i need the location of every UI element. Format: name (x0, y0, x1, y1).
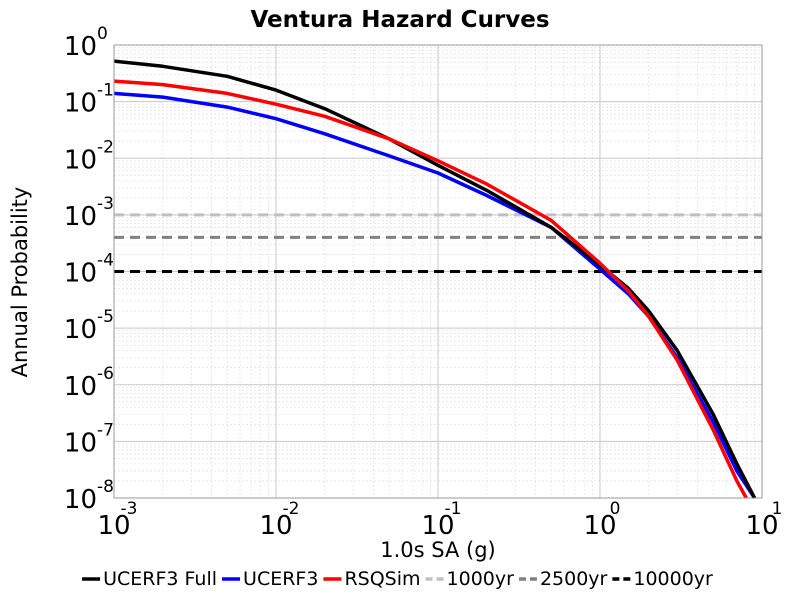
y-tick-label: 10 (64, 32, 97, 62)
x-tick-label: 10 (745, 511, 778, 541)
series-line-ucerf3 (113, 91, 757, 499)
x-tick-label: 10 (421, 511, 454, 541)
y-tick-label: 10 (64, 315, 97, 345)
x-tick-label: 10 (583, 511, 616, 541)
legend-label: RSQSim (344, 568, 420, 590)
y-tick-exponent: -8 (97, 477, 114, 497)
x-tick-exponent: -3 (121, 499, 138, 519)
series-layer (113, 59, 762, 499)
y-axis-label: Annual Probability (8, 187, 32, 378)
legend-label: UCERF3 (243, 568, 318, 590)
y-tick-label: 10 (64, 485, 97, 515)
y-tick-label: 10 (64, 259, 97, 289)
x-tick-exponent: -2 (283, 499, 300, 519)
legend-label: UCERF3 Full (103, 568, 217, 590)
y-tick-exponent: -3 (97, 194, 114, 214)
y-tick-label: 10 (64, 202, 97, 232)
x-tick-label: 10 (97, 511, 130, 541)
y-tick-exponent: -5 (97, 307, 114, 327)
chart-title: Ventura Hazard Curves (250, 7, 549, 33)
x-tick-exponent: 0 (610, 499, 621, 519)
plot-frame (113, 44, 763, 499)
x-tick-exponent: -1 (445, 499, 462, 519)
legend: UCERF3 Full UCERF3 RSQSim 1000yr 2500yr 10000… (82, 568, 713, 590)
legend-label: 1000yr (447, 568, 515, 590)
legend-label: 10000yr (633, 568, 713, 590)
y-tick-exponent: -7 (97, 420, 114, 440)
y-tick-label: 10 (64, 145, 97, 175)
y-tick-exponent: 0 (97, 24, 108, 44)
y-tick-exponent: -6 (97, 364, 114, 384)
x-tick-label: 10 (259, 511, 292, 541)
y-tick-exponent: -2 (97, 137, 114, 157)
legend-label: 2500yr (540, 568, 608, 590)
x-tick-exponent: 1 (772, 499, 783, 519)
y-tick-label: 10 (64, 428, 97, 458)
series-line-ucerf3-full (113, 59, 757, 499)
y-tick-label: 10 (64, 89, 97, 119)
y-tick-label: 10 (64, 372, 97, 402)
x-axis-label: 1.0s SA (g) (380, 538, 496, 562)
y-tick-exponent: -1 (97, 81, 114, 101)
series-line-rsqsim (113, 79, 748, 499)
y-tick-exponent: -4 (97, 251, 114, 271)
